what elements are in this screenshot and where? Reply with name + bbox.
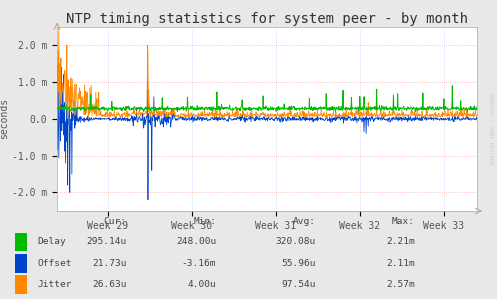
Text: -3.16m: -3.16m bbox=[182, 259, 216, 268]
Text: 248.00u: 248.00u bbox=[176, 237, 216, 246]
Text: Cur:: Cur: bbox=[104, 217, 127, 226]
FancyBboxPatch shape bbox=[15, 233, 27, 251]
Text: RRDTOOL / TOBI OETIKER: RRDTOOL / TOBI OETIKER bbox=[488, 93, 493, 164]
Text: 55.96u: 55.96u bbox=[281, 259, 316, 268]
Text: Delay: Delay bbox=[37, 237, 66, 246]
Text: 97.54u: 97.54u bbox=[281, 280, 316, 289]
Text: Avg:: Avg: bbox=[293, 217, 316, 226]
Text: 4.00u: 4.00u bbox=[187, 280, 216, 289]
FancyBboxPatch shape bbox=[15, 275, 27, 294]
Text: Jitter: Jitter bbox=[37, 280, 72, 289]
Text: Max:: Max: bbox=[392, 217, 415, 226]
Text: Offset: Offset bbox=[37, 259, 72, 268]
Title: NTP timing statistics for system peer - by month: NTP timing statistics for system peer - … bbox=[66, 12, 468, 26]
Text: Min:: Min: bbox=[193, 217, 216, 226]
Text: 26.63u: 26.63u bbox=[92, 280, 127, 289]
Text: 2.57m: 2.57m bbox=[386, 280, 415, 289]
Text: 320.08u: 320.08u bbox=[275, 237, 316, 246]
Text: 2.11m: 2.11m bbox=[386, 259, 415, 268]
Text: 295.14u: 295.14u bbox=[86, 237, 127, 246]
Text: 2.21m: 2.21m bbox=[386, 237, 415, 246]
FancyBboxPatch shape bbox=[15, 254, 27, 273]
Text: 21.73u: 21.73u bbox=[92, 259, 127, 268]
Y-axis label: seconds: seconds bbox=[0, 98, 9, 139]
